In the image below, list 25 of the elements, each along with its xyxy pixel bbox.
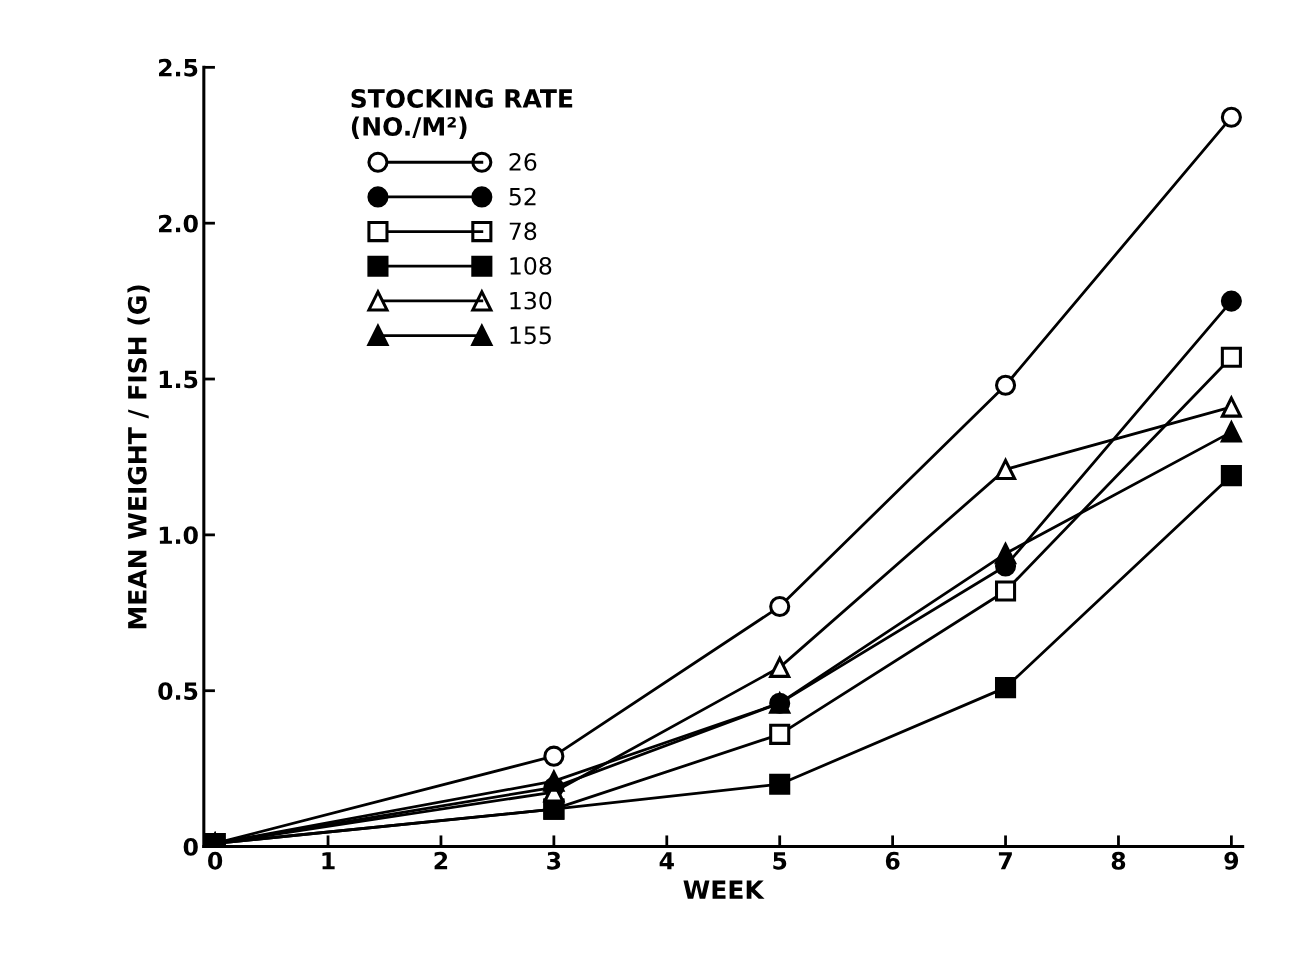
y-tick-label: 0.5	[158, 682, 198, 701]
legend-label: 78	[509, 222, 537, 241]
x-tick-label: 7	[998, 852, 1012, 870]
x-tick-label: 0	[208, 851, 223, 870]
legend-label: 26	[509, 153, 537, 171]
x-tick-label: 9	[1224, 851, 1239, 870]
x-tick-label: 5	[773, 852, 787, 870]
y-axis-title: MEAN WEIGHT / FISH (G)	[127, 285, 150, 629]
legend-title: STOCKING RATE (NO./M²)	[351, 89, 573, 139]
legend-label: 108	[510, 256, 552, 275]
x-tick-label: 4	[659, 852, 674, 870]
y-tick-label: 1.5	[159, 370, 198, 389]
legend-label: 52	[509, 187, 536, 206]
y-tick-label: 2.5	[159, 58, 198, 77]
x-axis-title: WEEK	[683, 880, 765, 899]
y-tick-label: 2.0	[159, 214, 198, 233]
y-tick-label: 1.0	[159, 526, 198, 545]
y-tick-label: 0	[183, 838, 198, 856]
x-tick-label: 2	[434, 851, 448, 870]
legend-label: 130	[510, 291, 552, 310]
x-tick-label: 8	[1111, 851, 1126, 870]
legend-label: 155	[510, 326, 551, 345]
x-tick-label: 6	[885, 851, 900, 870]
x-tick-label: 3	[547, 851, 561, 870]
x-tick-label: 1	[322, 852, 335, 870]
